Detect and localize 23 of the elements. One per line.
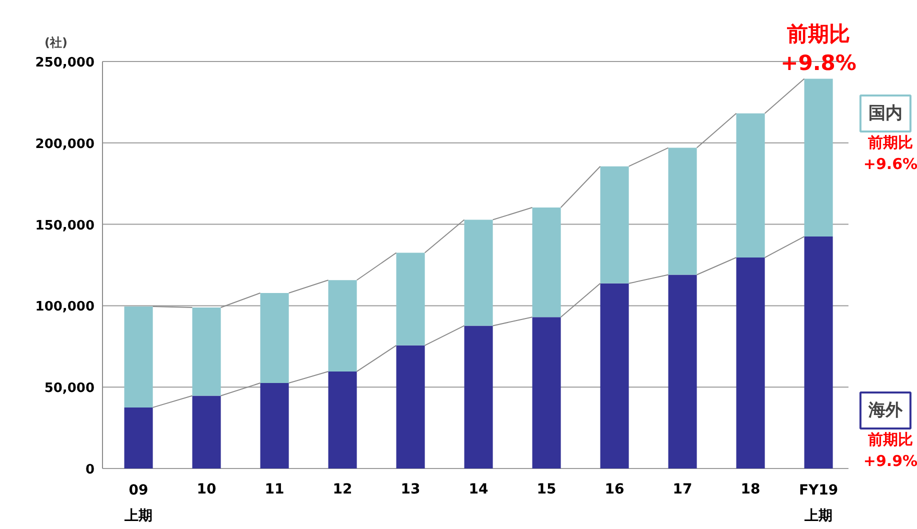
y-axis-title: (社) <box>44 36 68 50</box>
x-tick-label: 15 <box>536 482 556 498</box>
x-tick-label: FY19 上期 <box>798 482 838 524</box>
y-tick-label: 150,000 <box>35 218 95 234</box>
text: 国内 <box>868 103 902 124</box>
text: 前期比 +9.9% <box>863 430 917 470</box>
y-tick-label: 50,000 <box>44 381 95 396</box>
y-tick-label: 100,000 <box>35 300 95 315</box>
y-tick-label: 200,000 <box>35 136 95 152</box>
x-tick-label: 14 <box>468 482 489 498</box>
annotation: 前期比 +9.8% <box>780 22 856 75</box>
x-tick-label: 09 上期 <box>124 482 153 524</box>
x-tick-label: 18 <box>740 482 760 498</box>
y-tick-label: 0 <box>85 462 94 478</box>
text: 海外 <box>867 400 904 421</box>
text: 前期比 +9.6% <box>863 133 917 174</box>
x-tick-label: 12 <box>332 482 352 498</box>
x-tick-label: 17 <box>672 482 692 498</box>
x-tick-label: 13 <box>400 482 420 498</box>
y-tick-label: 250,000 <box>35 56 95 70</box>
x-tick-label: 16 <box>604 482 624 498</box>
x-tick-label: 10 <box>196 482 217 498</box>
x-tick-label: 11 <box>264 482 284 498</box>
